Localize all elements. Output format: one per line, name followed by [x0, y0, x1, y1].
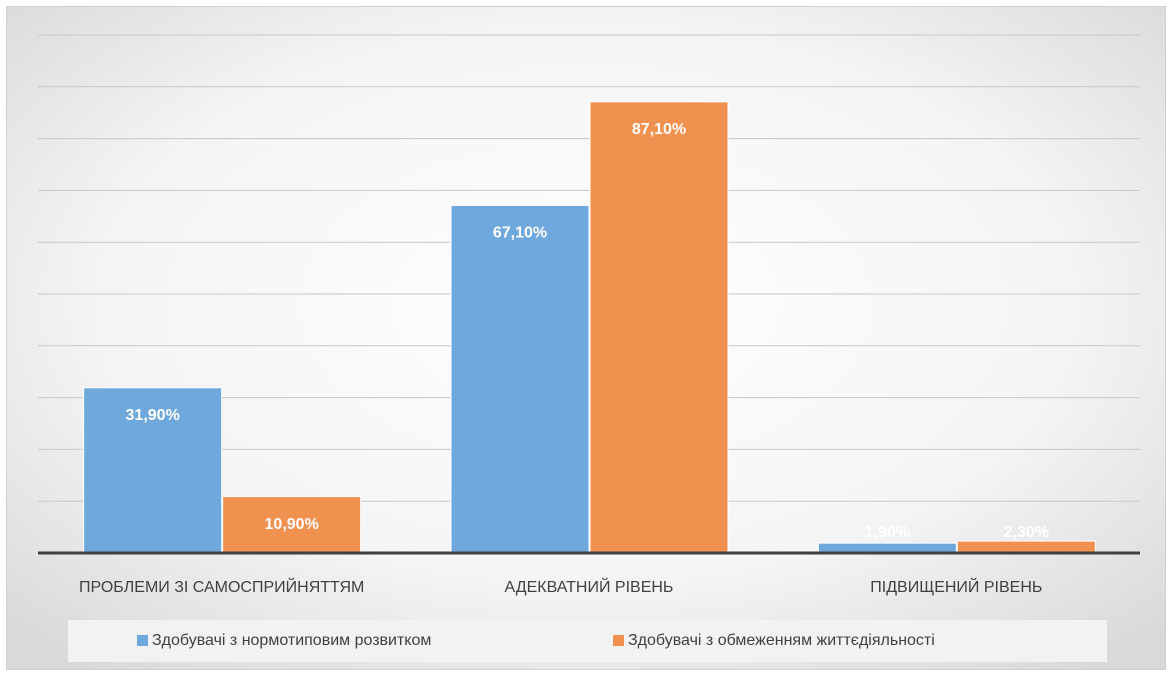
data-label: 10,90%	[265, 516, 319, 533]
x-tick-label: ПІДВИЩЕНИЙ РІВЕНЬ	[870, 577, 1042, 596]
bar	[222, 496, 362, 554]
bar	[589, 101, 729, 554]
bar	[956, 540, 1096, 554]
legend-box	[68, 620, 1107, 662]
data-label: 87,10%	[632, 121, 686, 138]
legend-label: Здобувачі з нормотиповим розвитком	[152, 632, 431, 649]
legend-label: Здобувачі з обмеженням життєдіяльності	[628, 632, 935, 649]
data-label: 2,30%	[1004, 524, 1049, 541]
x-tick-label: ПРОБЛЕМИ ЗІ САМОСПРИЙНЯТТЯМ	[79, 577, 364, 596]
data-label: 1,90%	[865, 524, 910, 541]
data-label: 31,90%	[126, 407, 180, 424]
bar	[450, 204, 590, 554]
x-tick-label: АДЕКВАТНИЙ РІВЕНЬ	[505, 577, 674, 596]
bar	[83, 387, 223, 554]
legend-swatch	[137, 635, 148, 646]
legend-swatch	[613, 635, 624, 646]
data-label: 67,10%	[493, 225, 547, 242]
